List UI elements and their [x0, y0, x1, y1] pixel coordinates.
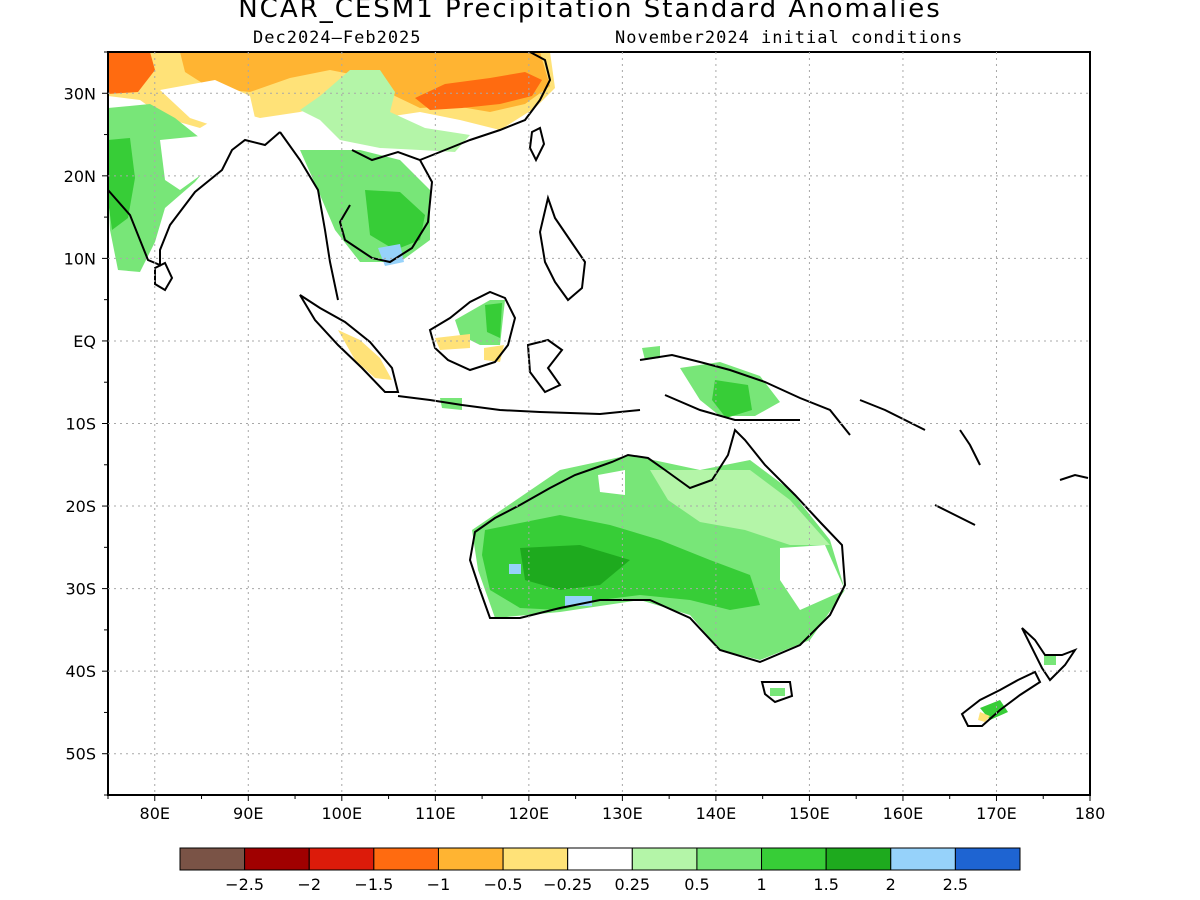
coastlines [108, 52, 1089, 727]
colorbar-swatch [825, 847, 892, 871]
colorbar-swatch [631, 847, 698, 871]
colorbar-swatch [890, 847, 956, 871]
lon-tick-label: 110E [415, 804, 456, 823]
anomaly-yellow-nz [978, 712, 990, 722]
coast-srilanka [154, 261, 174, 292]
colorbar-label: −0.5 [484, 875, 523, 894]
colorbar-label: −2 [297, 875, 321, 894]
lat-tick-label: 10S [65, 415, 96, 434]
anomaly-darkgreen-newguinea [712, 380, 752, 418]
longitude-labels: 80E 90E 100E 110E 120E 130E 140E 150E 160E 170E 18… [140, 804, 1106, 823]
anomaly-yellow-sumatra [338, 330, 392, 380]
colorbar-swatch [373, 847, 439, 871]
anomaly-darkorange-tibet [108, 52, 155, 94]
coast-india [108, 131, 281, 267]
anomaly-green-tasmania [770, 688, 785, 696]
anomaly-green-sulawesi [642, 346, 660, 360]
lat-tick-label: 20N [64, 167, 96, 186]
grid-lines [102, 51, 1091, 801]
lat-tick-label: 40S [65, 662, 96, 681]
coast-australia [468, 428, 847, 664]
latitude-labels: 30N 20N 10N EQ 10S 20S 30S 40S 50S [64, 84, 96, 763]
colorbar-swatch [502, 847, 569, 871]
colorbar-swatch [437, 847, 504, 871]
colorbar-swatch [954, 847, 1021, 871]
anomaly-white-tibet [160, 80, 255, 128]
colorbar-label: −0.25 [543, 875, 592, 894]
lon-tick-label: 140E [696, 804, 737, 823]
coast-sumatra [299, 294, 400, 393]
coast-tasmania [760, 681, 794, 704]
anomaly-darkgreen-borneo [485, 303, 502, 338]
colorbar-label: 1.5 [813, 875, 838, 894]
colorbar-label: 0.5 [684, 875, 709, 894]
lon-tick-label: 130E [602, 804, 643, 823]
coast-java [397, 395, 641, 416]
colorbar-swatch [696, 847, 763, 871]
colorbar-label: 0.25 [614, 875, 650, 894]
anomaly-darkgreen-india [108, 138, 135, 230]
colorbar-swatch [244, 847, 310, 871]
colorbar-swatch [567, 847, 633, 871]
coast-taiwan [528, 126, 546, 163]
anomaly-white-australia [780, 545, 845, 610]
coast-newcaledonia [934, 504, 976, 526]
anomaly-deepgreen-australia [520, 545, 630, 590]
anomaly-shading [108, 52, 1056, 722]
lon-tick-label: 170E [976, 804, 1017, 823]
anomaly-yellow-borneo [435, 334, 470, 350]
coast-nz-south [960, 670, 1042, 727]
lat-tick-label: EQ [73, 332, 96, 351]
season-subtitle: Dec2024–Feb2025 [253, 28, 422, 48]
colorbar-swatch [761, 847, 827, 871]
coast-nz-north [1021, 627, 1078, 682]
coast-newguinea [639, 353, 851, 436]
lat-tick-label: 20S [65, 497, 96, 516]
coast-fiji [1059, 473, 1089, 481]
coast-vanuatu [959, 429, 981, 466]
anomaly-lightblue-australia-west [509, 564, 521, 574]
coast-borneo [428, 290, 517, 372]
colorbar-swatch [308, 847, 375, 871]
anomaly-white-australia-north [598, 470, 625, 495]
colorbar-label: −1.5 [354, 875, 393, 894]
lon-tick-label: 150E [789, 804, 830, 823]
lon-tick-label: 80E [140, 804, 170, 823]
lon-tick-label: 180 [1075, 804, 1106, 823]
lon-tick-label: 100E [321, 804, 362, 823]
coast-indochina [279, 131, 434, 301]
colorbar-label: −1 [427, 875, 451, 894]
coast-solomons [859, 399, 926, 431]
lat-tick-label: 30S [65, 580, 96, 599]
page-title: NCAR_CESM1 Precipitation Standard Anomal… [238, 0, 942, 24]
colorbar-swatch [179, 847, 246, 871]
colorbar-label: 2.5 [943, 875, 968, 894]
lat-tick-label: 10N [64, 249, 96, 268]
anomaly-white-india [160, 135, 228, 190]
colorbar-label: −2.5 [225, 875, 264, 894]
lon-tick-label: 160E [883, 804, 924, 823]
coast-philippines [538, 194, 587, 302]
colorbar-label: 1 [756, 875, 766, 894]
lon-tick-label: 90E [233, 804, 263, 823]
coast-china [419, 52, 552, 161]
anomaly-green-china [300, 70, 470, 152]
coast-sulawesi [526, 338, 564, 394]
lat-tick-label: 50S [65, 745, 96, 764]
lon-tick-label: 120E [509, 804, 550, 823]
anomaly-darkorange-china [415, 72, 542, 110]
init-conditions-subtitle: November2024 initial conditions [615, 28, 964, 48]
lat-tick-label: 30N [64, 84, 96, 103]
anomaly-darkgreen-indochina [365, 190, 425, 250]
colorbar-label: 2 [886, 875, 896, 894]
anomaly-lightgreen-australia [650, 470, 830, 545]
anomaly-green-nz-north [1044, 655, 1056, 665]
colorbar: −2.5 −2 −1.5 −1 −0.5 −0.25 0.25 0.5 1 1.5 2 2.5 [179, 847, 1021, 894]
